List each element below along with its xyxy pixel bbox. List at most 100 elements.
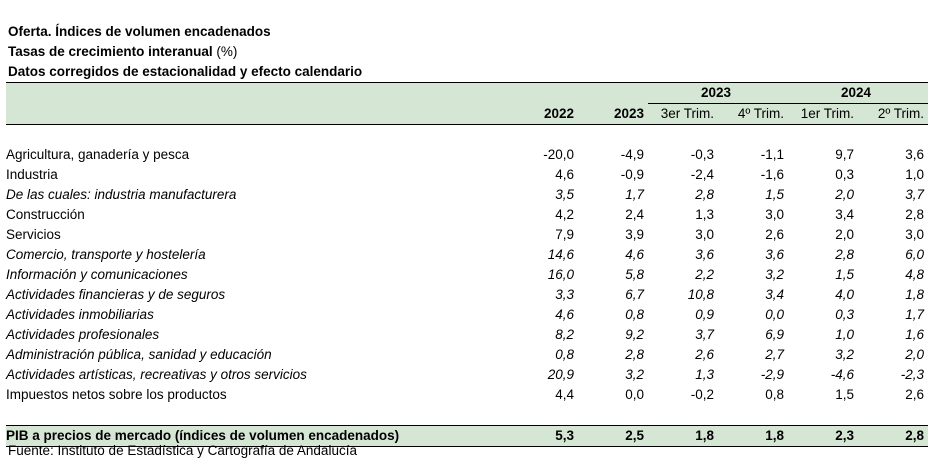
row-label: De las cuales: industria manufacturera: [6, 187, 237, 202]
table-subtitle: Tasas de crecimiento interanual (%): [8, 44, 238, 59]
table-cell: 2,8: [905, 207, 925, 222]
table-row: Actividades inmobiliarias 4,6 0,8 0,9 0,0 0,3…: [6, 305, 928, 325]
table-cell: 4,6: [555, 307, 574, 322]
row-label: Actividades artísticas, recreativas y ot…: [6, 367, 307, 382]
header-row-years: 2023 2024: [6, 82, 929, 104]
table-cell: 2,0: [905, 347, 925, 362]
table-cell: 3,2: [835, 347, 855, 362]
table-title: Oferta. Índices de volumen encadenados: [8, 24, 271, 39]
table-cell: -20,0: [543, 147, 574, 162]
row-label: Construcción: [6, 207, 85, 222]
table-cell: 14,6: [547, 247, 574, 262]
table-body: Agricultura, ganadería y pesca -20,0 -4,9 -…: [6, 145, 928, 405]
table-cell: 0,8: [555, 347, 574, 362]
table-row: Información y comunicaciones 16,0 5,8 2,2 3,…: [6, 265, 928, 285]
table-cell: 10,8: [687, 287, 714, 302]
table-cell: 5,3: [508, 425, 578, 447]
table-cell: 4,4: [555, 387, 574, 402]
table-cell: 3,4: [835, 207, 855, 222]
table-cell: -4,6: [830, 367, 855, 382]
table-cell: 5,8: [625, 267, 644, 282]
table-cell: -0,3: [690, 147, 714, 162]
table-row: Industria 4,6 -0,9 -2,4 -1,6 0,3 1,0: [6, 165, 928, 185]
table-cell: 1,8: [718, 425, 789, 447]
table-cell: 0,3: [835, 307, 855, 322]
table-cell: 2,8: [695, 187, 714, 202]
table-cell: 2,8: [835, 247, 855, 262]
table-cell: 1,7: [625, 187, 644, 202]
table-cell: 8,2: [555, 327, 574, 342]
table-row: Actividades artísticas, recreativas y ot…: [6, 365, 928, 385]
table-cell: 3,4: [765, 287, 785, 302]
row-label: Administración pública, sanidad y educac…: [6, 347, 272, 362]
table-cell: 3,5: [555, 187, 574, 202]
table-cell: -2,9: [760, 367, 785, 382]
row-label: Actividades financieras y de seguros: [6, 287, 226, 302]
table-cell: 3,0: [905, 227, 925, 242]
table-cell: 9,2: [625, 327, 644, 342]
table-cell: 1,0: [905, 167, 925, 182]
table-row: Servicios 7,9 3,9 3,0 2,6 2,0 3,0: [6, 225, 928, 245]
table-cell: 6,0: [905, 247, 925, 262]
table-cell: 0,8: [765, 387, 785, 402]
table-cell: 0,3: [835, 167, 855, 182]
table-cell: 1,3: [695, 367, 714, 382]
header-row-columns: 2022 2023 3er Trim. 4º Trim. 1er Trim. 2…: [6, 103, 929, 125]
table-cell: 1,3: [695, 207, 714, 222]
table-cell: 2,8: [858, 425, 929, 447]
row-label: Industria: [6, 167, 58, 182]
table-cell: 3,6: [695, 247, 714, 262]
col-header: 4º Trim.: [718, 103, 789, 125]
table-cell: 3,0: [765, 207, 785, 222]
pib-row: PIB a precios de mercado (índices de vol…: [6, 425, 929, 447]
table-cell: 0,8: [625, 307, 644, 322]
table-row: Construcción 4,2 2,4 1,3 3,0 3,4 2,8: [6, 205, 928, 225]
table-cell: 3,2: [765, 267, 785, 282]
col-header: 1er Trim.: [788, 103, 859, 125]
header-year-2024: 2024: [788, 82, 929, 104]
row-label: Servicios: [6, 227, 61, 242]
table-cell: 2,8: [625, 347, 644, 362]
col-header: 2º Trim.: [858, 103, 929, 125]
table-cell: 2,7: [765, 347, 785, 362]
table-cell: 1,7: [905, 307, 925, 322]
table-cell: 4,6: [555, 167, 574, 182]
table-cell: 2,4: [625, 207, 644, 222]
table-cell: 1,0: [835, 327, 855, 342]
table-cell: 2,0: [835, 227, 855, 242]
table-cell: -0,2: [690, 387, 714, 402]
table-cell: 1,8: [905, 287, 925, 302]
table-cell: -2,3: [900, 367, 925, 382]
col-header: 3er Trim.: [648, 103, 718, 125]
col-header: 2023: [578, 103, 648, 125]
table-cell: 4,8: [905, 267, 925, 282]
table-cell: 1,8: [648, 425, 718, 447]
table-cell: 4,0: [835, 287, 855, 302]
data-table: 2023 2024 2022 2023 3er Trim. 4º Trim. 1…: [6, 82, 929, 447]
table-cell: 3,7: [695, 327, 714, 342]
table-cell: 16,0: [547, 267, 574, 282]
table-cell: 2,0: [835, 187, 855, 202]
row-label: PIB a precios de mercado (índices de vol…: [6, 425, 508, 447]
table-cell: 9,7: [835, 147, 855, 162]
table-cell: 2,6: [695, 347, 714, 362]
table-row: Administración pública, sanidad y educac…: [6, 345, 928, 365]
table-row: Agricultura, ganadería y pesca -20,0 -4,9 -…: [6, 145, 928, 165]
table-cell: -4,9: [620, 147, 644, 162]
table-cell: 4,6: [625, 247, 644, 262]
table-cell: 3,6: [765, 247, 785, 262]
table-cell: 3,9: [625, 227, 644, 242]
table-cell: -0,9: [620, 167, 644, 182]
row-label: Agricultura, ganadería y pesca: [6, 147, 190, 162]
table-cell: 2,6: [765, 227, 785, 242]
table-cell: 0,9: [695, 307, 714, 322]
table-cell: 1,5: [765, 187, 785, 202]
table-cell: -2,4: [690, 167, 714, 182]
table-cell: 3,7: [905, 187, 925, 202]
table-row: De las cuales: industria manufacturera 3,…: [6, 185, 928, 205]
col-header: 2022: [508, 103, 578, 125]
table-cell: 3,6: [905, 147, 925, 162]
row-label: Actividades inmobiliarias: [6, 307, 154, 322]
row-label: Información y comunicaciones: [6, 267, 188, 282]
table-cell: 2,2: [695, 267, 714, 282]
